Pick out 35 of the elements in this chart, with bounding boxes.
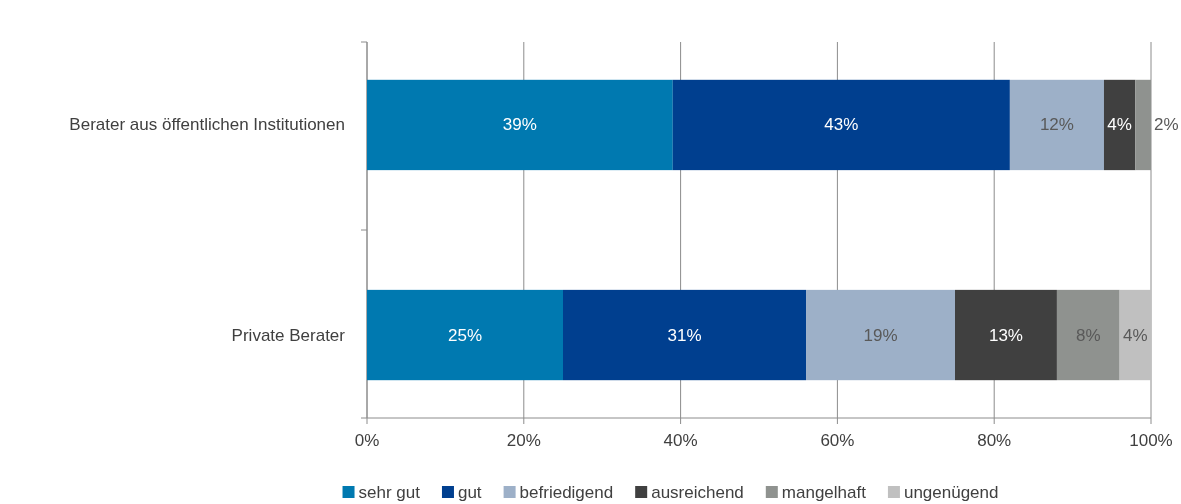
legend-label: ungenügend bbox=[903, 482, 999, 502]
legend-label: ausreichend bbox=[651, 482, 744, 502]
bar bbox=[1119, 289, 1151, 381]
y-tick-label: Berater aus öffentlichen Institutionen bbox=[69, 115, 345, 135]
legend-label: gut bbox=[457, 482, 482, 502]
data-label: 25% bbox=[447, 325, 483, 345]
data-label: 31% bbox=[667, 325, 702, 345]
legend-label: mangelhaft bbox=[781, 482, 867, 502]
legend-label: sehr gut bbox=[358, 482, 421, 502]
bar bbox=[367, 289, 563, 381]
x-tick-label: 100% bbox=[1129, 431, 1173, 450]
data-label: 43% bbox=[824, 115, 859, 135]
x-tick-label: 60% bbox=[820, 431, 855, 450]
bar bbox=[955, 289, 1057, 381]
bar bbox=[563, 289, 807, 381]
bar bbox=[1103, 79, 1136, 171]
data-label: 2% bbox=[1154, 115, 1179, 135]
y-tick-label: Private Berater bbox=[231, 325, 346, 345]
x-tick-label: 40% bbox=[663, 431, 698, 450]
bar bbox=[1009, 79, 1104, 171]
data-label: 13% bbox=[988, 325, 1023, 345]
bar bbox=[806, 289, 955, 381]
data-label: 8% bbox=[1075, 325, 1101, 345]
data-label: 4% bbox=[1123, 325, 1148, 345]
x-tick-label: 80% bbox=[977, 431, 1012, 450]
x-tick-label: 20% bbox=[506, 431, 541, 450]
data-label: 4% bbox=[1107, 115, 1132, 135]
x-tick-label: 0% bbox=[354, 431, 380, 450]
bar bbox=[672, 79, 1010, 171]
bar bbox=[1056, 289, 1120, 381]
data-label: 19% bbox=[863, 325, 898, 345]
legend-label: befriedigend bbox=[519, 482, 614, 502]
data-label: 39% bbox=[502, 115, 537, 135]
bar bbox=[367, 79, 673, 171]
data-label: 12% bbox=[1039, 115, 1074, 135]
